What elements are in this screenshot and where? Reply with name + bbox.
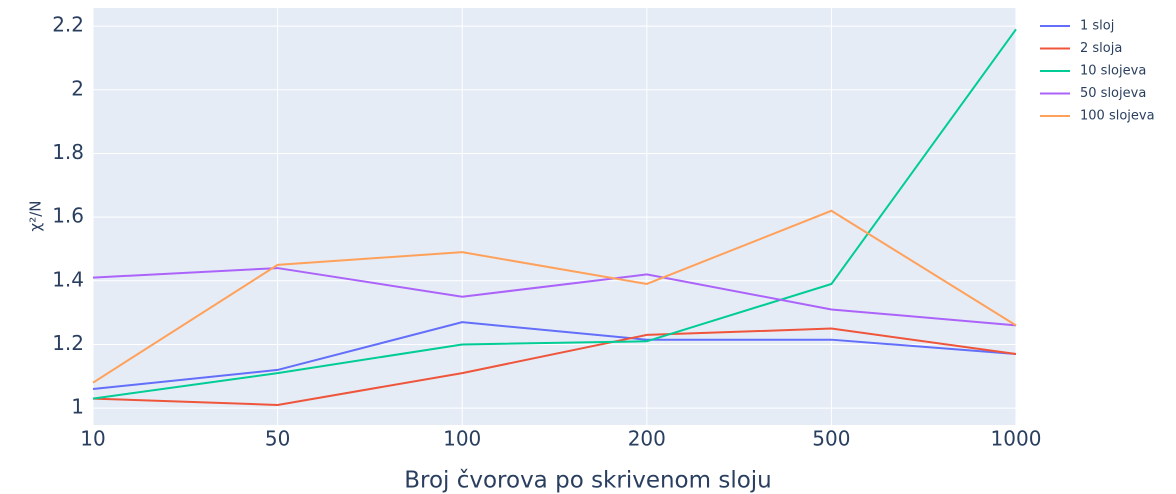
y-tick-label: 1.2: [52, 331, 84, 355]
x-tick-label: 200: [628, 427, 666, 451]
y-tick-label: 1.4: [52, 267, 84, 291]
y-tick-label: 1: [71, 395, 84, 419]
y-tick-label: 1.8: [52, 140, 84, 164]
y-axis-title: χ²/N: [27, 201, 45, 232]
legend-label: 2 sloja: [1080, 41, 1122, 56]
y-tick-label: 2.2: [52, 13, 84, 37]
x-tick-label: 50: [265, 427, 290, 451]
x-tick-label: 100: [443, 427, 481, 451]
y-tick-label: 1.6: [52, 204, 84, 228]
line-series: [92, 267, 1017, 327]
legend-label: 100 slojeva: [1080, 109, 1155, 124]
x-axis-title: Broj čvorova po skrivenom sloju: [404, 468, 772, 494]
legend-label: 10 slojeva: [1080, 64, 1146, 79]
legend-label: 1 sloj: [1080, 19, 1114, 34]
line-series: [92, 327, 1017, 406]
line-series: [92, 209, 1017, 384]
x-tick-label: 10: [80, 427, 105, 451]
y-tick-label: 2: [71, 76, 84, 100]
legend-label: 50 slojeva: [1080, 86, 1146, 101]
line-series: [92, 28, 1017, 400]
x-tick-label: 500: [812, 427, 850, 451]
x-tick-label: 1000: [991, 427, 1042, 451]
line-series: [92, 321, 1017, 391]
plot-area: [93, 8, 1016, 425]
